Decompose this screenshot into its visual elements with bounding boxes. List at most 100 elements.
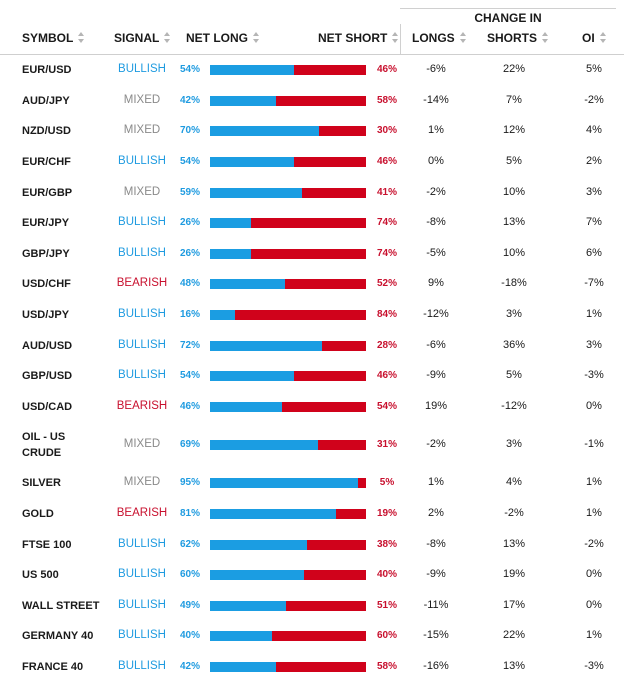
symbol-cell[interactable]: NZD/USD [22, 125, 71, 138]
sentiment-bar-long-fill [210, 340, 323, 351]
sentiment-bar-long-fill [210, 631, 273, 642]
oi-change-cell: 6% [586, 246, 602, 259]
sort-icon[interactable] [164, 32, 171, 43]
symbol-cell[interactable]: FTSE 100 [22, 538, 72, 551]
signal-cell: BEARISH [116, 507, 168, 520]
longs-column-header[interactable]: LONGS [412, 31, 466, 45]
shorts-change-cell: 22% [502, 63, 526, 76]
sort-icon[interactable] [459, 32, 466, 43]
table-row[interactable]: EUR/CHF BULLISH 54% 46% 0% 5% 2% [0, 147, 624, 178]
table-row[interactable]: US 500 BULLISH 60% 40% -9% 19% 0% [0, 560, 624, 591]
sentiment-bar [210, 662, 366, 673]
sort-icon[interactable] [392, 32, 399, 43]
sentiment-bar [210, 310, 366, 321]
table-row[interactable]: USD/CAD BEARISH 46% 54% 19% -12% 0% [0, 392, 624, 423]
shorts-change-cell: 13% [502, 537, 526, 550]
net-short-column-header[interactable]: NET SHORT [318, 31, 399, 45]
table-row[interactable]: GOLD BEARISH 81% 19% 2% -2% 1% [0, 499, 624, 530]
signal-column-header[interactable]: SIGNAL [114, 31, 171, 45]
symbol-column-header[interactable]: SYMBOL [22, 31, 85, 45]
table-row[interactable]: GBP/USD BULLISH 54% 46% -9% 5% -3% [0, 361, 624, 392]
table-row[interactable]: FRANCE 40 BULLISH 42% 58% -16% 13% -3% [0, 652, 624, 683]
sentiment-bar [210, 248, 366, 259]
table-row[interactable]: AUD/JPY MIXED 42% 58% -14% 7% -2% [0, 86, 624, 117]
sort-icon[interactable] [599, 32, 606, 43]
signal-header-label: SIGNAL [114, 31, 160, 45]
sentiment-bar [210, 218, 366, 229]
symbol-cell[interactable]: EUR/GBP [22, 186, 73, 199]
symbol-cell[interactable]: OIL - US CRUDE [22, 431, 66, 460]
symbol-cell[interactable]: AUD/JPY [22, 94, 70, 107]
shorts-change-cell: 36% [502, 338, 526, 351]
sentiment-bar [210, 187, 366, 198]
table-row[interactable]: NZD/USD MIXED 70% 30% 1% 12% 4% [0, 116, 624, 147]
net-short-percent: 51% [376, 599, 397, 611]
table-row[interactable]: AUD/USD BULLISH 72% 28% -6% 36% 3% [0, 330, 624, 361]
signal-cell: BULLISH [118, 660, 166, 673]
symbol-cell[interactable]: EUR/USD [22, 64, 72, 77]
symbol-header-label: SYMBOL [22, 31, 74, 45]
oi-change-cell: 1% [586, 507, 602, 520]
symbol-cell[interactable]: USD/CAD [22, 400, 73, 413]
signal-cell: MIXED [123, 124, 161, 137]
net-long-percent: 69% [179, 439, 200, 451]
shorts-column-header[interactable]: SHORTS [487, 31, 549, 45]
symbol-cell[interactable]: EUR/JPY [22, 217, 70, 230]
shorts-change-cell: 10% [502, 246, 526, 259]
signal-cell: BEARISH [116, 399, 168, 412]
symbol-cell[interactable]: GOLD [22, 508, 54, 521]
table-row[interactable]: EUR/USD BULLISH 54% 46% -6% 22% 5% [0, 55, 624, 86]
sentiment-bar [210, 157, 366, 168]
sort-icon[interactable] [542, 32, 549, 43]
longs-change-cell: 1% [428, 124, 444, 137]
table-row[interactable]: USD/CHF BEARISH 48% 52% 9% -18% -7% [0, 269, 624, 300]
table-row[interactable]: OIL - US CRUDE MIXED 69% 31% -2% 3% -1% [0, 422, 624, 468]
sentiment-bar-long-fill [210, 248, 251, 259]
sentiment-bar-long-fill [210, 401, 282, 412]
symbol-cell[interactable]: GERMANY 40 [22, 630, 94, 643]
symbol-cell[interactable]: USD/JPY [22, 309, 70, 322]
symbol-cell[interactable]: US 500 [22, 569, 59, 582]
net-short-percent: 41% [376, 186, 397, 198]
signal-cell: BULLISH [118, 369, 166, 382]
symbol-cell[interactable]: USD/CHF [22, 278, 71, 291]
longs-change-cell: -15% [423, 629, 449, 642]
sentiment-bar-long-fill [210, 662, 276, 673]
oi-change-cell: -1% [584, 438, 604, 451]
net-long-percent: 70% [179, 125, 200, 137]
sort-icon[interactable] [78, 32, 85, 43]
table-row[interactable]: USD/JPY BULLISH 16% 84% -12% 3% 1% [0, 300, 624, 331]
symbol-cell[interactable]: EUR/CHF [22, 156, 71, 169]
longs-change-cell: -8% [426, 216, 446, 229]
shorts-change-cell: -12% [501, 399, 527, 412]
symbol-cell[interactable]: SILVER [22, 477, 61, 490]
net-short-percent: 74% [376, 217, 397, 229]
signal-cell: BULLISH [118, 598, 166, 611]
sentiment-bar-long-fill [210, 279, 285, 290]
table-row[interactable]: WALL STREET BULLISH 49% 51% -11% 17% 0% [0, 591, 624, 622]
symbol-cell[interactable]: GBP/USD [22, 370, 73, 383]
sentiment-bar [210, 570, 366, 581]
oi-change-cell: -2% [584, 93, 604, 106]
symbol-cell[interactable]: AUD/USD [22, 339, 73, 352]
oi-column-header[interactable]: OI [582, 31, 606, 45]
signal-cell: BULLISH [118, 246, 166, 259]
table-row[interactable]: EUR/GBP MIXED 59% 41% -2% 10% 3% [0, 177, 624, 208]
sentiment-bar [210, 440, 366, 451]
net-long-column-header[interactable]: NET LONG [186, 31, 259, 45]
symbol-cell[interactable]: GBP/JPY [22, 247, 70, 260]
symbol-cell[interactable]: FRANCE 40 [22, 661, 84, 674]
net-long-percent: 54% [179, 156, 200, 168]
longs-change-cell: -5% [426, 246, 446, 259]
symbol-cell[interactable]: WALL STREET [22, 599, 100, 612]
net-long-percent: 60% [179, 569, 200, 581]
table-row[interactable]: FTSE 100 BULLISH 62% 38% -8% 13% -2% [0, 529, 624, 560]
signal-cell: BULLISH [118, 216, 166, 229]
oi-change-cell: 1% [586, 308, 602, 321]
table-row[interactable]: GERMANY 40 BULLISH 40% 60% -15% 22% 1% [0, 621, 624, 652]
sort-icon[interactable] [253, 32, 259, 43]
table-row[interactable]: EUR/JPY BULLISH 26% 74% -8% 13% 7% [0, 208, 624, 239]
table-row[interactable]: SILVER MIXED 95% 5% 1% 4% 1% [0, 468, 624, 499]
shorts-change-cell: 4% [506, 476, 522, 489]
table-row[interactable]: GBP/JPY BULLISH 26% 74% -5% 10% 6% [0, 239, 624, 270]
